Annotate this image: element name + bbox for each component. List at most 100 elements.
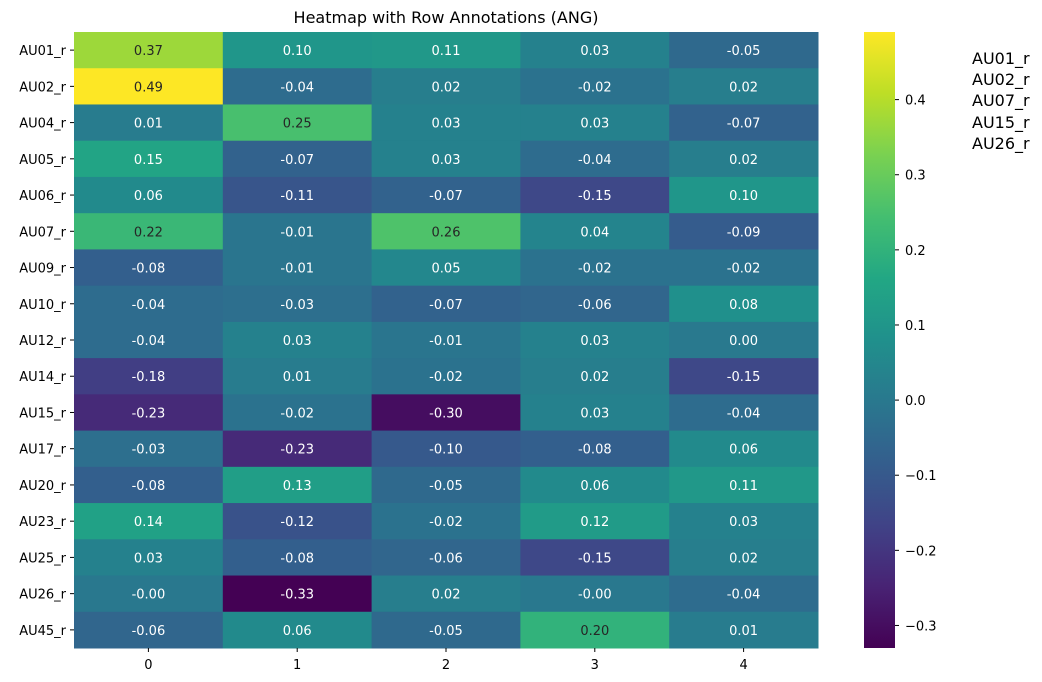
heatmap-cell [669, 611, 819, 649]
row-annotation-item: AU15_r [972, 112, 1030, 132]
heatmap-cell [669, 285, 819, 323]
cell-value-label: 0.06 [729, 443, 758, 458]
column-tick-label: 1 [293, 658, 301, 673]
cell-value-label: -0.02 [280, 406, 314, 421]
heatmap-cell [222, 539, 373, 577]
cell-value-label: -0.07 [280, 153, 314, 168]
heatmap-cell [669, 503, 819, 540]
heatmap-cell [669, 394, 819, 432]
cell-value-label: -0.18 [132, 370, 166, 385]
cell-value-label: 0.25 [283, 117, 312, 132]
cell-value-label: -0.10 [429, 443, 463, 458]
cell-value-label: 0.22 [134, 225, 163, 240]
cell-value-label: 0.03 [580, 117, 609, 132]
colorbar-tick-label: −0.2 [905, 544, 937, 559]
heatmap-cell [74, 68, 224, 105]
cell-value-label: -0.23 [132, 406, 166, 421]
heatmap-cell [669, 575, 819, 613]
cell-value-label: -0.04 [132, 334, 166, 349]
column-tick-label: 4 [739, 658, 747, 673]
cell-value-label: 0.02 [580, 370, 609, 385]
heatmap-cell [222, 358, 373, 395]
cell-value-label: -0.02 [429, 515, 463, 530]
heatmap-cell [371, 503, 521, 540]
cell-value-label: -0.04 [727, 406, 761, 421]
cell-value-label: -0.03 [280, 298, 314, 313]
heatmap-cell [371, 285, 521, 323]
cell-value-label: -0.01 [429, 334, 463, 349]
cell-value-label: -0.01 [280, 225, 314, 240]
heatmap-cell [669, 358, 819, 395]
heatmap-cell [520, 140, 670, 178]
cell-value-label: 0.06 [134, 189, 163, 204]
heatmap-cell [74, 285, 224, 323]
heatmap-cell [222, 611, 373, 649]
cell-value-label: 0.49 [134, 80, 163, 95]
colorbar-bar [864, 32, 895, 648]
column-tick-label: 3 [591, 658, 599, 673]
heatmap-cell [669, 213, 819, 250]
heatmap-cell [520, 68, 670, 105]
heatmap-cell [371, 68, 521, 105]
heatmap-cell [74, 213, 224, 250]
cell-value-labels: 0.37 0.10 0.11 0.03 -0.05 0.49 -0.04 0.02 -0.02 0… [132, 44, 761, 639]
row-annotations-list: AU01_r AU02_r AU07_r AU15_r AU26_r [972, 48, 1030, 154]
colorbar-tick-label: 0.2 [905, 244, 926, 259]
cell-value-label: -0.15 [727, 370, 761, 385]
cell-value-label: -0.08 [132, 262, 166, 277]
heatmap-cell [371, 140, 521, 178]
cell-value-label: -0.08 [132, 479, 166, 494]
heatmap-cell [74, 575, 224, 613]
colorbar-tick-label: 0.1 [905, 319, 926, 334]
colorbar-tick-label: −0.1 [905, 469, 937, 484]
row-tick-label: AU20_r [19, 479, 66, 494]
cell-value-label: 0.01 [729, 624, 758, 639]
row-tick-labels: AU01_r AU02_r AU04_r AU05_r AU06_r AU07_r AU09… [19, 44, 74, 639]
cell-value-label: -0.12 [280, 515, 314, 530]
cell-value-label: 0.08 [729, 298, 758, 313]
cell-value-label: -0.06 [429, 551, 463, 566]
cell-value-label: -0.23 [280, 443, 314, 458]
heatmap-cell [669, 466, 819, 504]
column-tick-labels: 0 1 2 3 4 [144, 648, 748, 673]
heatmap-cell [520, 394, 670, 432]
row-tick-label: AU25_r [19, 551, 66, 566]
cell-value-label: 0.03 [580, 44, 609, 59]
row-annotation-item: AU26_r [972, 133, 1030, 153]
cell-value-label: -0.30 [429, 406, 463, 421]
heatmap-cell [74, 539, 224, 577]
cell-value-label: 0.01 [134, 117, 163, 132]
cell-value-label: -0.15 [578, 189, 612, 204]
heatmap-cell [371, 176, 521, 214]
cell-value-label: 0.10 [729, 189, 758, 204]
cell-value-label: -0.03 [132, 443, 166, 458]
heatmap-cell [669, 32, 819, 69]
heatmap-cell [371, 358, 521, 395]
cell-value-label: -0.04 [280, 80, 314, 95]
cell-value-label: 0.03 [580, 334, 609, 349]
heatmap-cell [371, 575, 521, 613]
heatmap-cell [520, 32, 670, 69]
cell-value-label: -0.11 [280, 189, 314, 204]
cell-value-label: -0.02 [578, 80, 612, 95]
heatmap-cell [371, 32, 521, 69]
cell-value-label: 0.05 [432, 262, 461, 277]
heatmap-cell [371, 213, 521, 250]
heatmap-cell [520, 466, 670, 504]
heatmap-cell [371, 394, 521, 432]
row-tick-label: AU23_r [19, 515, 66, 530]
cell-value-label: -0.07 [727, 117, 761, 132]
colorbar-tick-label: 0.4 [905, 94, 926, 109]
cell-value-label: 0.20 [580, 624, 609, 639]
cell-value-label: 0.03 [283, 334, 312, 349]
cell-value-label: 0.10 [283, 44, 312, 59]
cell-value-label: -0.06 [132, 624, 166, 639]
cell-value-label: 0.06 [580, 479, 609, 494]
cell-value-label: 0.03 [432, 153, 461, 168]
cell-value-label: 0.26 [432, 225, 461, 240]
cell-value-label: -0.05 [727, 44, 761, 59]
heatmap-cell [222, 176, 373, 214]
heatmap-cell [74, 503, 224, 540]
heatmap-cell [74, 430, 224, 468]
heatmap-cell [74, 249, 224, 287]
